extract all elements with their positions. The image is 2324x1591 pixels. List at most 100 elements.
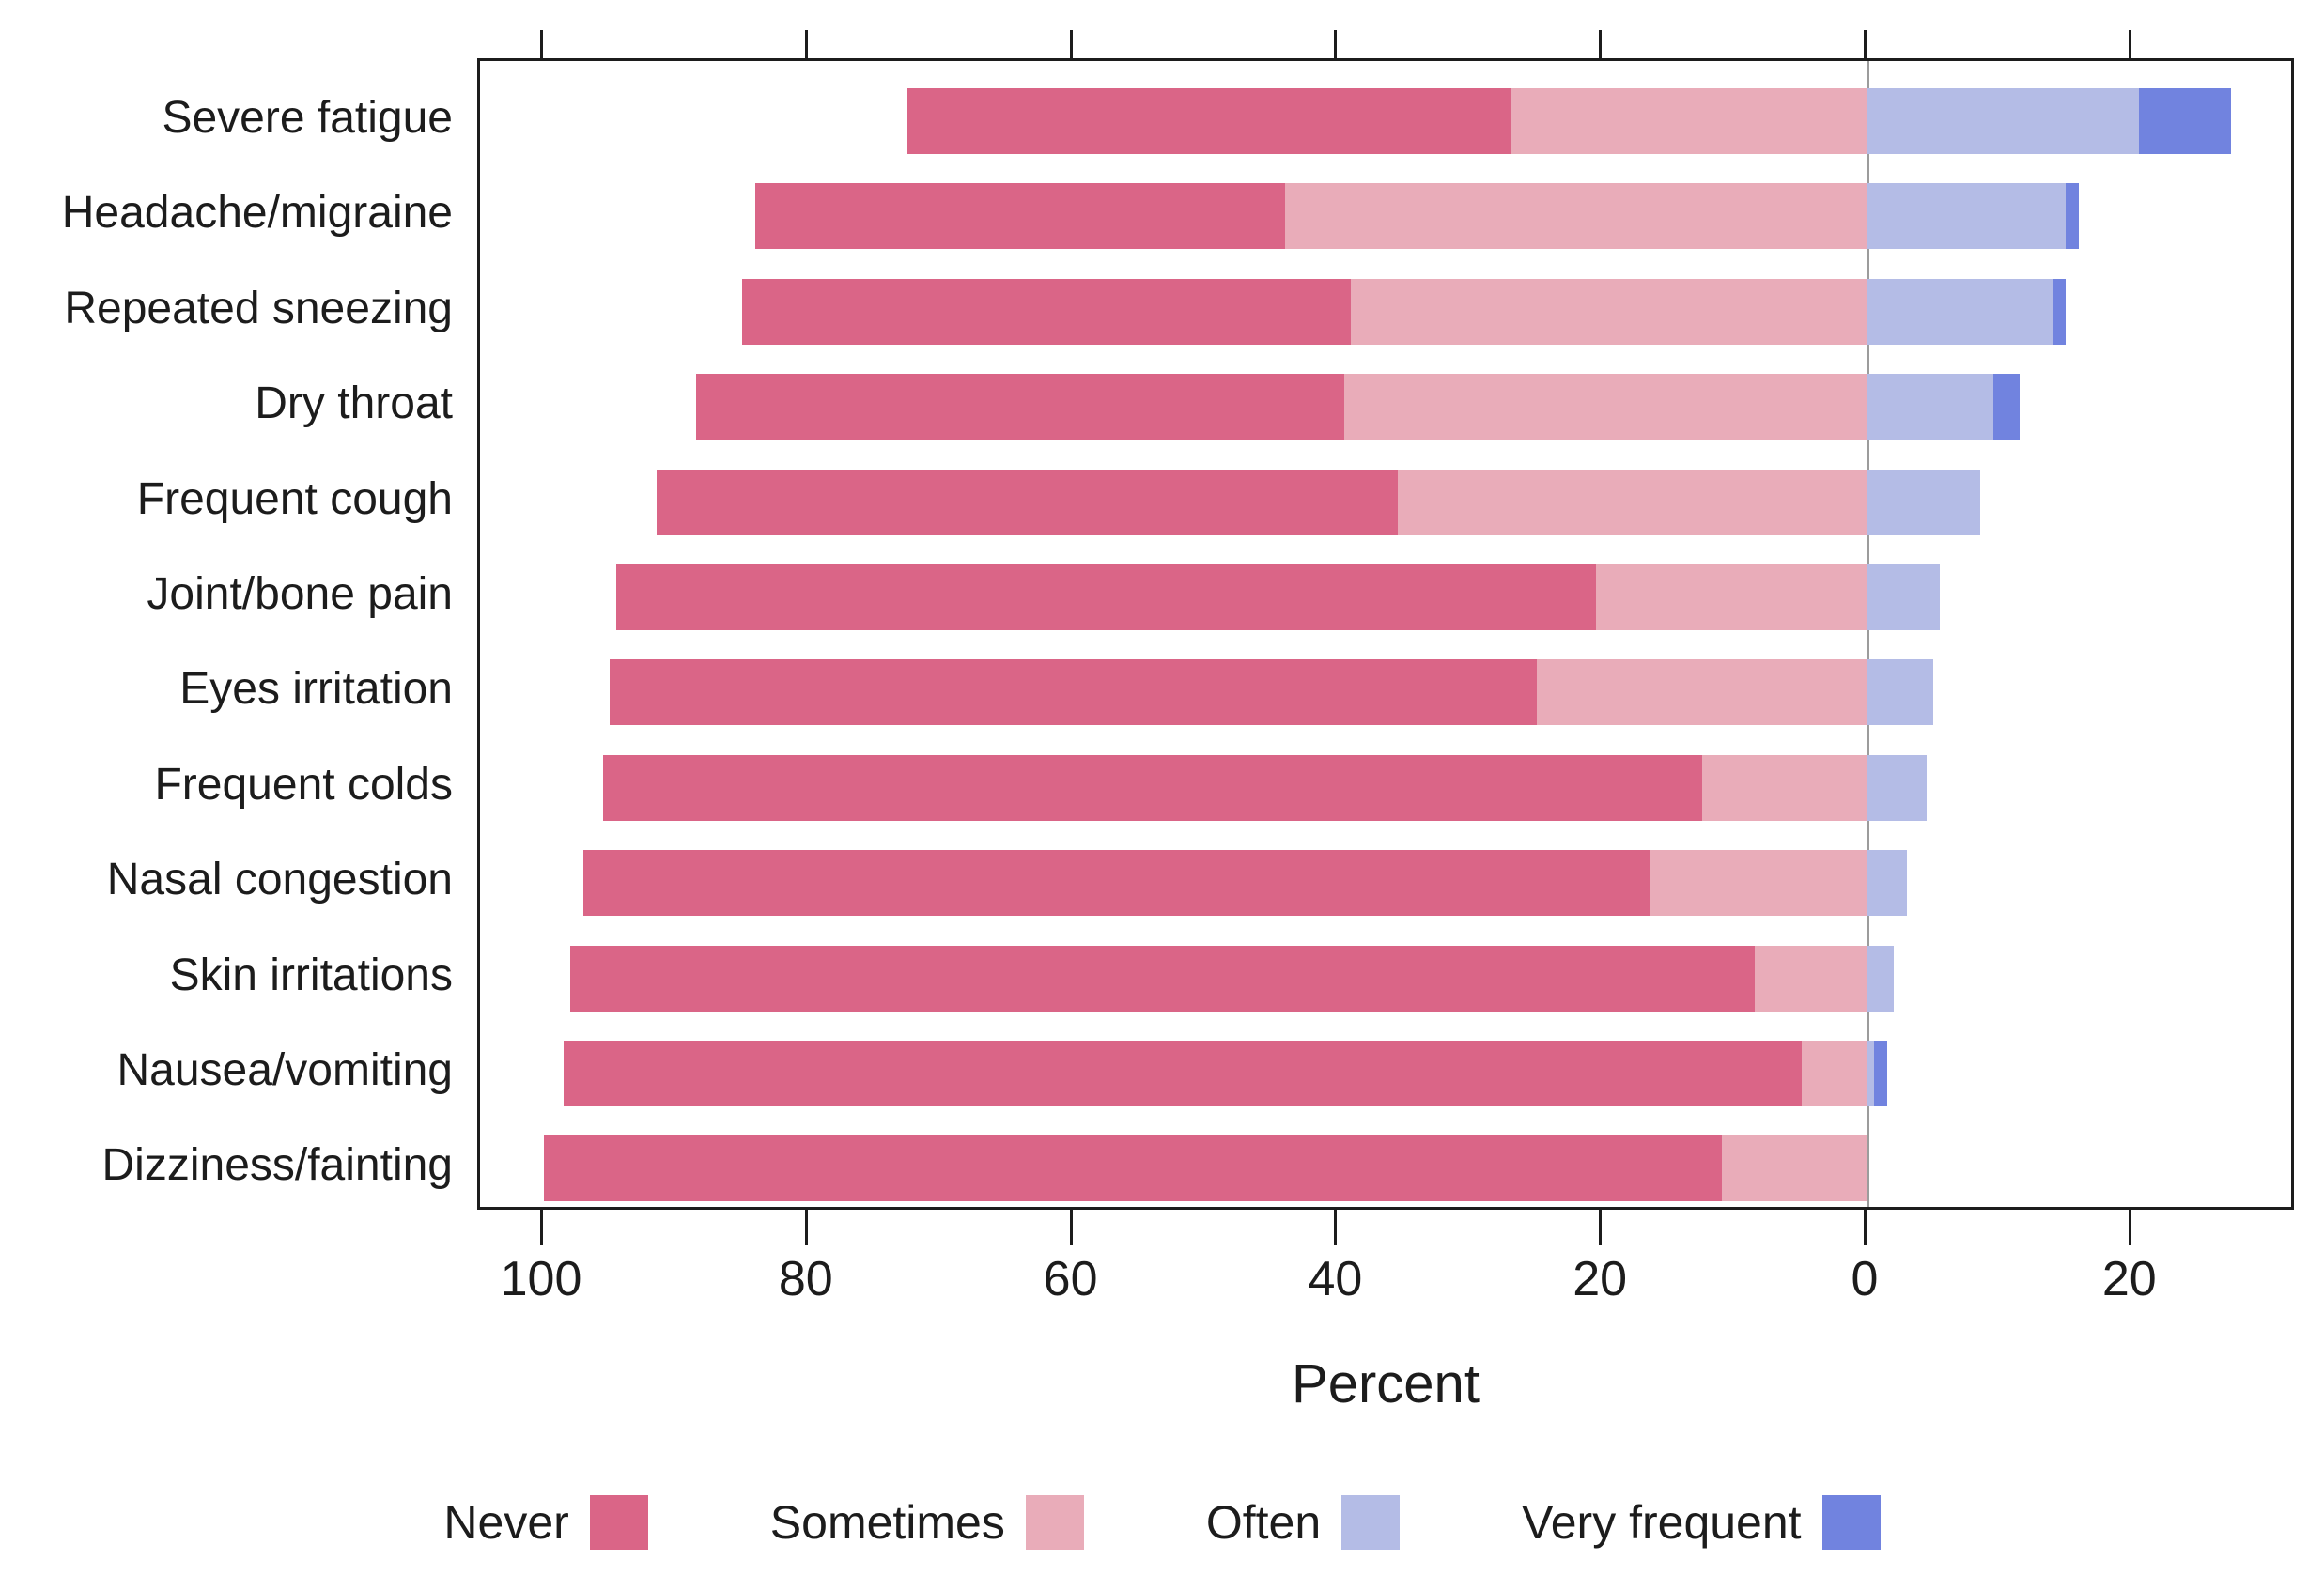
axis-tick-top (1334, 30, 1338, 58)
x-tick-label: 20 (2101, 1252, 2157, 1306)
y-axis-label: Frequent colds (154, 759, 453, 810)
legend: Never Sometimes Often Very frequent (0, 1495, 2324, 1550)
bar-segment-often (1867, 278, 2053, 345)
y-axis-label: Dizziness/fainting (101, 1140, 454, 1191)
bar-segment-never (742, 278, 1352, 345)
bar-segment-never (603, 754, 1702, 821)
bar-segment-never (544, 1135, 1722, 1202)
y-axis-label: Nasal congestion (106, 855, 453, 905)
legend-item-very-frequent: Very frequent (1522, 1495, 1881, 1550)
x-tick-label: 60 (1043, 1252, 1098, 1306)
bar-segment-often (1867, 659, 1934, 726)
bar-segment-sometimes (1510, 88, 1867, 154)
bar-row (480, 659, 2291, 726)
axis-tick-bottom (804, 1210, 808, 1245)
bar-segment-never (696, 374, 1345, 440)
bar-segment-sometimes (1536, 659, 1867, 726)
plot-area (477, 58, 2294, 1210)
bar-segment-often (1867, 374, 1993, 440)
axis-tick-bottom (2128, 1210, 2131, 1245)
zero-reference-line (1867, 61, 1869, 1207)
y-axis-label: Nausea/vomiting (116, 1045, 453, 1095)
bar-segment-sometimes (1351, 278, 1867, 345)
bar-segment-often (1867, 754, 1928, 821)
axis-tick-top (1069, 30, 1073, 58)
legend-swatch-very-frequent (1821, 1495, 1881, 1550)
legend-swatch-never (589, 1495, 648, 1550)
y-axis-label: Frequent cough (136, 473, 453, 524)
x-axis-title: Percent (1292, 1353, 1480, 1414)
bar-segment-never (583, 850, 1650, 917)
bar-row (480, 1041, 2291, 1106)
bar-segment-never (570, 945, 1756, 1012)
axis-tick-bottom (1069, 1210, 1073, 1245)
legend-item-never: Never (443, 1495, 648, 1550)
axis-tick-bottom (1599, 1210, 1603, 1245)
axis-tick-top (1599, 30, 1603, 58)
y-axis-label: Headache/migraine (61, 188, 453, 239)
y-axis-label: Skin irritations (169, 950, 453, 1000)
axis-tick-top (540, 30, 543, 58)
y-axis-label: Severe fatigue (162, 93, 453, 143)
bar-row (480, 278, 2291, 345)
legend-label: Never (443, 1496, 569, 1549)
x-tick-label: 100 (500, 1252, 582, 1306)
bar-segment-sometimes (1344, 374, 1867, 440)
y-axis-label: Eyes irritation (179, 664, 453, 715)
axis-tick-bottom (1334, 1210, 1338, 1245)
legend-label: Very frequent (1522, 1496, 1802, 1549)
legend-swatch-often (1341, 1495, 1401, 1550)
axis-tick-bottom (540, 1210, 543, 1245)
bar-segment-never (564, 1041, 1802, 1106)
bar-segment-never (656, 469, 1398, 535)
bar-segment-sometimes (1285, 183, 1867, 250)
bar-segment-never (610, 659, 1537, 726)
bar-row (480, 564, 2291, 630)
bar-row (480, 1135, 2291, 1202)
bar-row (480, 88, 2291, 154)
bar-segment-often (1867, 1041, 1875, 1106)
legend-item-often: Often (1205, 1495, 1401, 1550)
bar-segment-very-frequent (1874, 1041, 1888, 1106)
bar-segment-often (1867, 850, 1908, 917)
bar-segment-often (1867, 564, 1941, 630)
bar-segment-sometimes (1755, 945, 1867, 1012)
x-tick-label: 20 (1573, 1252, 1628, 1306)
bar-row (480, 183, 2291, 250)
bar-segment-often (1867, 183, 2067, 250)
bar-segment-never (755, 183, 1286, 250)
x-tick-label: 40 (1308, 1252, 1363, 1306)
bar-segment-often (1867, 469, 1980, 535)
x-tick-label: 0 (1851, 1252, 1879, 1306)
legend-label: Sometimes (769, 1496, 1005, 1549)
bar-row (480, 945, 2291, 1012)
legend-swatch-sometimes (1025, 1495, 1084, 1550)
bar-segment-sometimes (1596, 564, 1867, 630)
bar-segment-very-frequent (2138, 88, 2232, 154)
axis-tick-top (2128, 30, 2131, 58)
bar-segment-sometimes (1649, 850, 1867, 917)
x-tick-label: 80 (778, 1252, 833, 1306)
bar-segment-very-frequent (1992, 374, 2021, 440)
bar-row (480, 754, 2291, 821)
axis-tick-top (1864, 30, 1867, 58)
axis-tick-top (804, 30, 808, 58)
bar-row (480, 850, 2291, 917)
bar-segment-never (907, 88, 1511, 154)
bar-segment-sometimes (1701, 754, 1867, 821)
bar-segment-very-frequent (2053, 278, 2067, 345)
bar-segment-very-frequent (2066, 183, 2080, 250)
bar-row (480, 374, 2291, 440)
bar-segment-sometimes (1722, 1135, 1867, 1202)
axis-tick-bottom (1864, 1210, 1867, 1245)
legend-item-sometimes: Sometimes (770, 1495, 1084, 1550)
bar-segment-sometimes (1801, 1041, 1867, 1106)
bar-segment-often (1867, 945, 1895, 1012)
bar-row (480, 469, 2291, 535)
bar-segment-never (616, 564, 1597, 630)
bar-segment-sometimes (1397, 469, 1867, 535)
bar-segment-often (1867, 88, 2139, 154)
y-axis-label: Dry throat (255, 378, 453, 429)
legend-label: Often (1205, 1496, 1322, 1549)
